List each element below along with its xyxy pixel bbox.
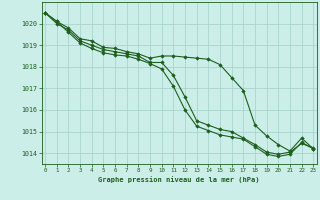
X-axis label: Graphe pression niveau de la mer (hPa): Graphe pression niveau de la mer (hPa) [99, 176, 260, 183]
